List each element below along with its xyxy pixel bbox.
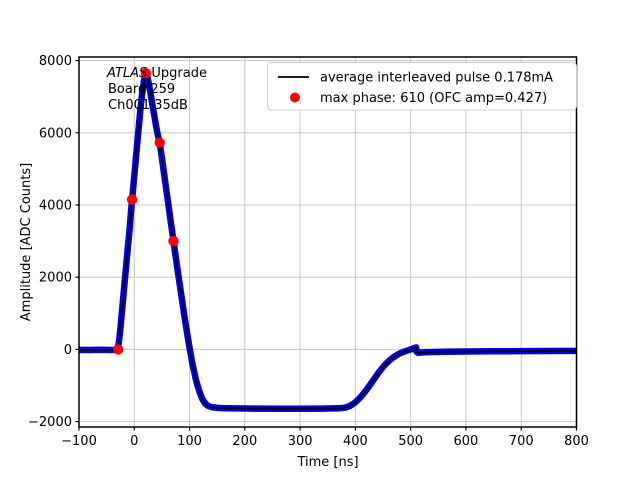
pulse-average-line: [78, 72, 577, 410]
grid-layer: [78, 57, 577, 427]
y-tick-label: 2000: [39, 271, 72, 286]
annotation-block: ATLAS Upgrade Board 259 Ch001 35dB: [106, 66, 207, 113]
x-tick-label: 0: [130, 434, 138, 449]
annotation-line-2: Board 259: [108, 82, 175, 97]
legend: average interleaved pulse 0.178mA max ph…: [267, 62, 577, 111]
ofc-sample-dot: [126, 194, 138, 205]
y-axis-label: Amplitude [ADC Counts]: [19, 163, 34, 321]
x-tick-label: 600: [454, 434, 479, 449]
ofc-sample-dot: [154, 137, 165, 148]
ofc-sample-dot: [168, 235, 179, 247]
y-tick-label: 6000: [39, 126, 72, 141]
x-tick-label: 500: [398, 434, 423, 449]
x-tick-label: 800: [564, 434, 589, 449]
x-tick-label: 700: [509, 434, 534, 449]
y-tick-label: 4000: [39, 199, 72, 214]
legend-label-pulse: average interleaved pulse 0.178mA: [320, 71, 553, 86]
pulse-marker-band: [78, 69, 577, 412]
x-tick-label: 100: [177, 434, 202, 449]
x-tick-label: 200: [232, 434, 257, 449]
annotation-line-3: Ch001 35dB: [108, 98, 188, 113]
y-tick-label: 0: [64, 343, 72, 358]
legend-box: [267, 62, 577, 111]
curve-layer: [78, 68, 577, 412]
ofc-sample-dot: [113, 344, 124, 355]
legend-dot-sample: [290, 92, 300, 103]
axes-frame: [78, 56, 578, 428]
x-axis-label: Time [ns]: [296, 455, 358, 470]
annotation-atlas: ATLAS: [106, 66, 147, 81]
y-tick-label: −2000: [28, 415, 72, 430]
annotation-line-1: ATLAS Upgrade: [106, 66, 207, 81]
ofc-sample-dot: [140, 68, 152, 79]
x-tick-label: 300: [288, 434, 313, 449]
annotation-upgrade: Upgrade: [147, 66, 207, 81]
x-tick-label: 400: [343, 434, 368, 449]
tick-layer: −100 0 100 200 300 400 500 600 700 800 −2000 0 2000 4…: [28, 54, 589, 449]
y-tick-label: 8000: [39, 54, 72, 69]
legend-label-maxphase: max phase: 610 (OFC amp=0.427): [320, 91, 547, 106]
x-tick-label: −100: [61, 434, 97, 449]
